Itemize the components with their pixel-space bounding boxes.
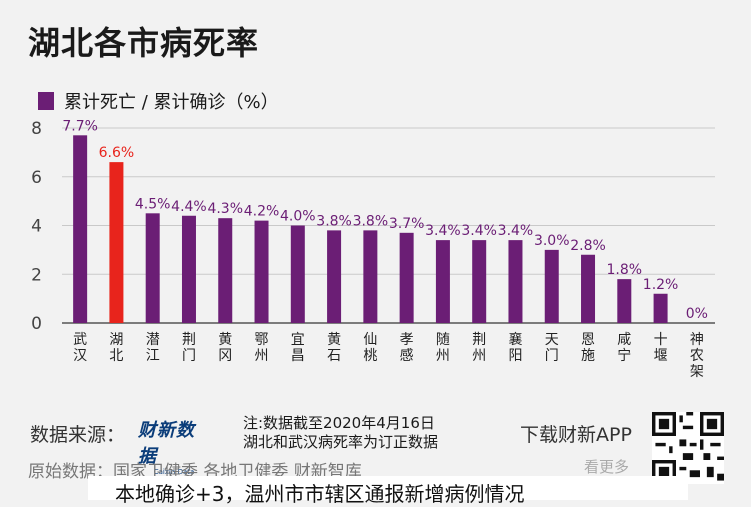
x-tick-label: 咸宁	[617, 332, 631, 364]
data-label: 3.4%	[461, 223, 497, 239]
x-tick-label: 神农架	[690, 332, 704, 380]
data-label: 7.7%	[62, 118, 98, 134]
data-label: 6.6%	[99, 145, 135, 161]
data-label: 3.7%	[389, 216, 425, 232]
x-tick-label: 随州	[436, 332, 450, 364]
qr-code-icon[interactable]	[652, 412, 724, 484]
bar	[73, 135, 88, 323]
chart-title: 湖北各市病死率	[28, 24, 260, 62]
logo-cn: 财新数据	[138, 420, 195, 467]
data-label: 3.8%	[353, 213, 389, 229]
data-label: 3.0%	[534, 233, 570, 249]
x-tick-label: 宜昌	[291, 332, 305, 364]
note-line-1: 注:数据截至2020年4月16日	[243, 414, 435, 432]
x-tick-label: 黄冈	[218, 331, 232, 364]
x-tick-label: 鄂州	[255, 332, 269, 364]
x-tick-label: 襄阳	[508, 332, 522, 364]
x-tick-label: 荆门	[182, 332, 196, 364]
legend-swatch	[38, 92, 54, 110]
data-note: 注:数据截至2020年4月16日 湖北和武汉病死率为订正数据	[243, 414, 438, 452]
bar	[145, 213, 160, 323]
bar	[399, 232, 414, 323]
bar	[581, 254, 596, 323]
y-tick-label: 0	[31, 314, 42, 334]
x-tick-label: 恩施	[581, 332, 595, 364]
bar	[544, 249, 559, 323]
x-tick-label: 仙桃	[363, 332, 377, 364]
legend: 累计死亡 / 累计确诊（%）	[38, 88, 279, 114]
data-label: 4.0%	[280, 209, 316, 225]
bar	[508, 240, 523, 323]
bar-chart: 0 2 4 6 8 7.7% 武汉 6.6% 湖北 4.5% 潜江 4.4% 荆门 4.3% 黄冈 4.2% 鄂…	[31, 118, 715, 380]
bar	[327, 230, 342, 323]
logo-en: Caixin Data	[153, 468, 195, 476]
bar	[254, 220, 269, 323]
data-label: 4.2%	[244, 204, 280, 220]
bar	[435, 240, 450, 323]
bar	[653, 293, 668, 323]
source-label: 数据来源：	[30, 424, 126, 446]
data-label: 3.4%	[498, 223, 534, 239]
data-label: 4.4%	[171, 199, 207, 215]
data-label: 2.8%	[570, 238, 606, 254]
y-tick-label: 2	[31, 265, 42, 285]
news-caption[interactable]: 本地确诊+3，温州市市辖区通报新增病例情况	[115, 482, 525, 506]
data-label: 3.4%	[425, 223, 461, 239]
data-label: 4.3%	[207, 201, 243, 217]
bar	[218, 218, 233, 323]
x-tick-label: 武汉	[73, 332, 87, 364]
x-tick-label: 荆州	[472, 332, 486, 364]
data-label: 4.5%	[135, 196, 171, 212]
caption-strip	[88, 476, 688, 500]
x-tick-label: 黄石	[327, 331, 341, 364]
data-label: 0%	[686, 306, 708, 322]
data-label: 3.8%	[316, 213, 352, 229]
y-tick-label: 4	[31, 217, 42, 237]
x-tick-label: 十堰	[654, 332, 668, 364]
y-tick-label: 6	[31, 168, 42, 188]
see-more-link[interactable]: 看更多	[584, 458, 630, 476]
x-tick-label: 孝感	[400, 332, 414, 364]
caixin-data-logo: 财新数据 Caixin Data	[138, 416, 210, 476]
bar	[290, 225, 305, 323]
data-label: 1.8%	[607, 262, 643, 278]
bar	[181, 215, 196, 323]
data-label: 1.2%	[643, 277, 679, 293]
x-tick-label: 潜江	[146, 332, 160, 364]
note-line-2: 湖北和武汉病死率为订正数据	[243, 433, 439, 451]
y-tick-label: 8	[31, 119, 42, 139]
bar	[109, 162, 124, 323]
bar	[472, 240, 487, 323]
bar	[363, 230, 378, 323]
bar	[617, 279, 632, 323]
download-app-link[interactable]: 下载财新APP	[520, 424, 632, 446]
x-tick-label: 湖北	[109, 332, 123, 364]
x-tick-label: 天门	[545, 332, 559, 364]
legend-label: 累计死亡 / 累计确诊（%）	[64, 92, 279, 113]
